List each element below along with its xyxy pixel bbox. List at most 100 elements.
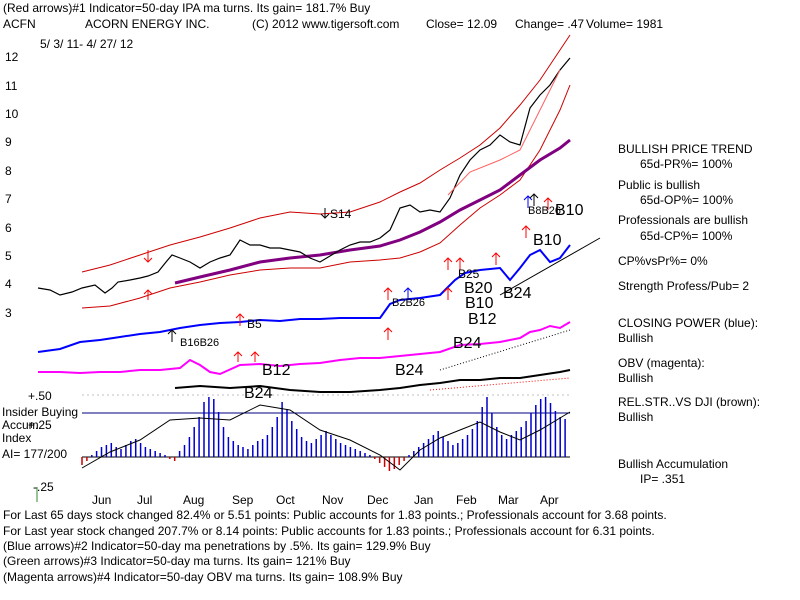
footer-line-year: For Last year stock changed 207.7% or 8.… (3, 524, 655, 538)
ip-value: IP= .351 (640, 472, 686, 486)
red-arrows (143, 197, 553, 362)
channel-line (447, 69, 561, 196)
y-tick: 3 (5, 306, 12, 320)
x-tick: Nov (322, 493, 344, 507)
close-value: Close= 12.09 (426, 17, 498, 31)
prof-title: Professionals are bullish (618, 213, 749, 227)
red-up-arrow (143, 289, 153, 300)
index-label: Index (2, 431, 32, 445)
closing-power-line (37, 244, 571, 353)
header-signal-line: (Red arrows)#1 Indicator=50-day IPA ma t… (3, 1, 371, 15)
y-tick: 10 (5, 107, 19, 121)
signal-label-b24: B24 (244, 385, 273, 402)
trend-title: BULLISH PRICE TREND (618, 142, 753, 156)
relstr-trendline (429, 377, 571, 391)
signal-label-b24: B24 (453, 335, 482, 352)
insider-label: Insider Buying (2, 405, 79, 419)
signal-label-b24: B24 (503, 285, 532, 302)
ticker: ACFN (3, 17, 36, 31)
upper-band (81, 34, 571, 273)
red-up-arrow (491, 252, 501, 265)
strength-value: Strength Profess/Pub= 2 (618, 279, 750, 293)
y-tick: 11 (5, 79, 18, 93)
black-arrows (167, 193, 539, 342)
red-up-arrow (443, 257, 453, 270)
red-up-arrow (235, 313, 245, 326)
y-tick: 4 (5, 277, 12, 291)
sell-down-arrow (320, 208, 330, 219)
copyright: (C) 2012 www.tigersoft.com (252, 17, 400, 31)
footer-magenta-arrows: (Magenta arrows)#4 Indicator=50-day OBV … (3, 570, 403, 584)
signal-label-s14: S14 (330, 207, 352, 221)
x-tick: Dec (367, 493, 389, 507)
x-tick: Apr (540, 493, 559, 507)
y-tick: 9 (5, 135, 12, 149)
red-up-arrow (383, 327, 393, 340)
closing-power-trendline (499, 237, 601, 296)
minus25-label: -.25 (33, 480, 54, 494)
signal-label-b5: B5 (247, 317, 262, 331)
op-value: 65d-OP%= 100% (640, 193, 734, 207)
red-up-arrow (443, 287, 453, 300)
signal-label-b20: B20 (464, 280, 493, 297)
blue-up-arrow (523, 195, 533, 208)
obv-line (38, 321, 571, 376)
ai-label: AI= 177/200 (2, 447, 68, 461)
obv-title: OBV (magenta): (618, 356, 705, 370)
red-up-arrow (521, 225, 531, 238)
buy-up-arrow (167, 329, 177, 342)
x-tick: Jan (414, 493, 434, 507)
footer-line-65d: For Last 65 days stock changed 82.4% or … (3, 508, 667, 522)
red-down-arrow (143, 250, 153, 263)
x-tick: Sep (232, 493, 254, 507)
relstr-state: Bullish (618, 410, 654, 424)
date-range: 5/ 3/ 11- 4/ 27/ 12 (40, 37, 134, 51)
signal-label-b25: B25 (458, 267, 480, 281)
red-up-arrow (543, 197, 553, 210)
signal-label-b26: B2B26 (392, 297, 425, 309)
y-tick: 12 (5, 50, 19, 64)
accumulation-bars (81, 397, 566, 471)
plus25-label: +.25 (28, 418, 52, 432)
y-tick: 8 (5, 164, 12, 178)
ma-50-line (174, 138, 571, 285)
blue-arrows (403, 195, 533, 300)
pr-value: 65d-PR%= 100% (640, 157, 733, 171)
signal-label-b12: B12 (262, 362, 291, 379)
company-name: ACORN ENERGY INC. (85, 17, 210, 31)
x-tick: Oct (276, 493, 295, 507)
x-tick: Aug (183, 493, 205, 507)
red-up-arrow (383, 287, 393, 300)
red-up-arrow (233, 351, 243, 362)
change-value: Change= .47 (515, 17, 585, 31)
signal-label-b10: B10 (465, 295, 494, 312)
signal-label-b26: B8B26 (528, 205, 561, 217)
volume-value: Volume= 1981 (586, 17, 664, 31)
cp-value: 65d-CP%= 100% (640, 229, 733, 243)
relstr-line (174, 369, 571, 393)
y-tick: 6 (5, 221, 12, 235)
buy-up-arrow (529, 193, 539, 206)
closing-power-state: Bullish (618, 331, 654, 345)
x-tick: Jul (137, 493, 153, 507)
y-tick: 5 (5, 249, 12, 263)
accum-ma-line (81, 404, 571, 471)
accum-label: Accum (2, 418, 39, 432)
price-line (37, 57, 571, 296)
red-up-arrow (455, 257, 465, 270)
relstr-title: REL.STR..VS DJI (brown): (618, 395, 761, 409)
x-tick: Mar (498, 493, 519, 507)
blue-up-arrow (403, 287, 413, 300)
public-title: Public is bullish (618, 178, 701, 192)
cpvspr-value: CP%vsPr%= 0% (618, 254, 708, 268)
lower-band (81, 84, 571, 309)
red-up-arrow (250, 351, 260, 362)
y-tick: 7 (5, 192, 12, 206)
footer-blue-arrows: (Blue arrows)#2 Indicator=50-day ma pene… (3, 539, 431, 553)
signal-label-b10: B10 (555, 202, 584, 219)
obv-state: Bullish (618, 371, 654, 385)
signal-label-b12: B12 (468, 311, 497, 328)
accum-title: Bullish Accumulation (618, 457, 729, 471)
signal-label-b10: B10 (533, 232, 562, 249)
